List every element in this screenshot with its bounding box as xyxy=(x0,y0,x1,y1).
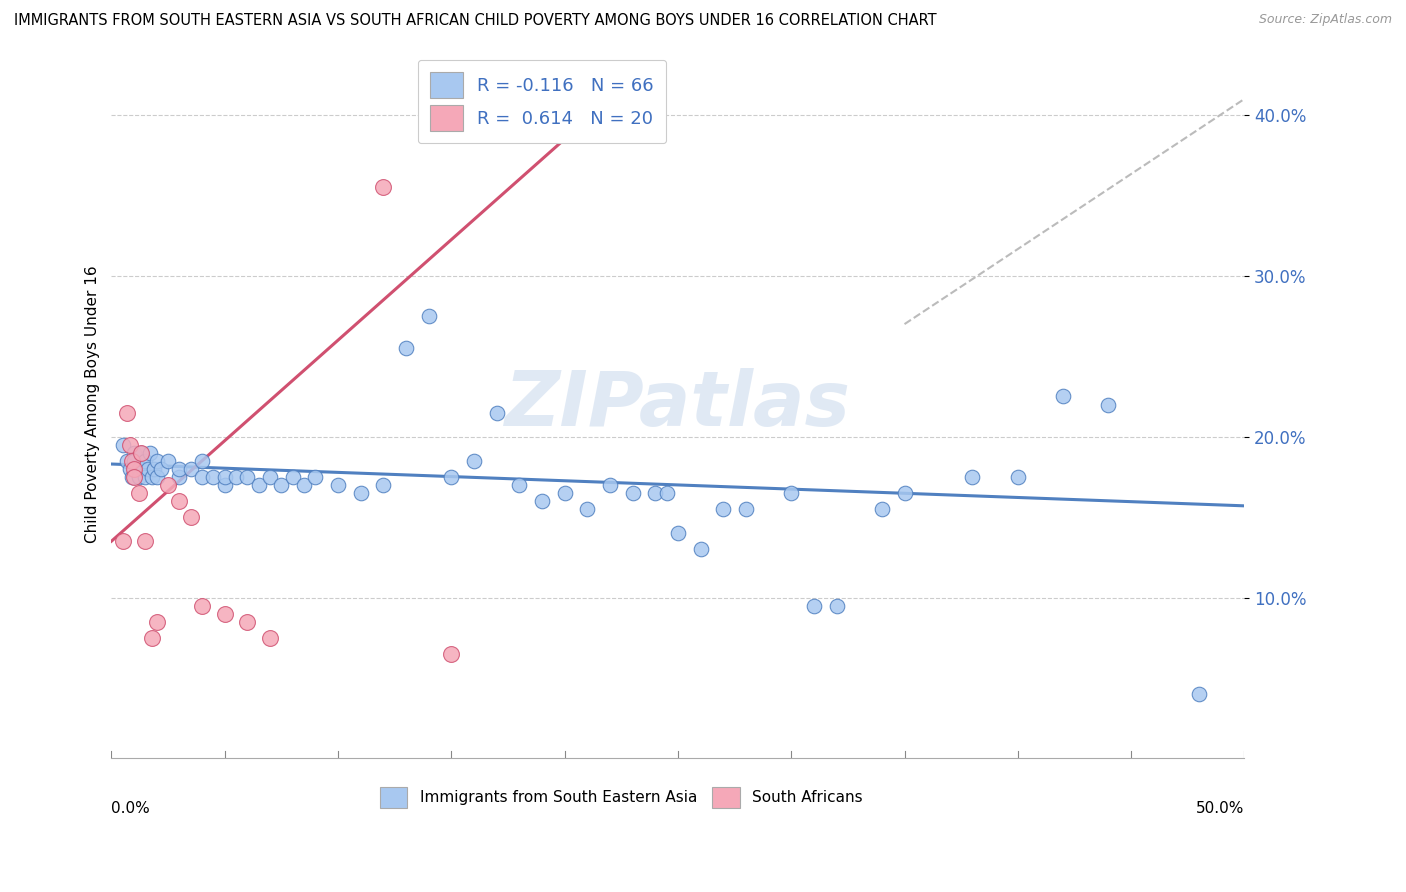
Point xyxy=(118,462,141,476)
Text: IMMIGRANTS FROM SOUTH EASTERN ASIA VS SOUTH AFRICAN CHILD POVERTY AMONG BOYS UND: IMMIGRANTS FROM SOUTH EASTERN ASIA VS SO… xyxy=(14,13,936,29)
Point xyxy=(117,406,139,420)
Point xyxy=(689,542,711,557)
Point xyxy=(134,470,156,484)
Point xyxy=(236,615,259,629)
Point xyxy=(530,494,553,508)
Text: ZIPatlas: ZIPatlas xyxy=(505,368,851,442)
Point xyxy=(870,502,893,516)
Point xyxy=(111,438,134,452)
Point xyxy=(136,462,159,476)
Point xyxy=(225,470,247,484)
Point xyxy=(962,470,984,484)
Point xyxy=(129,446,152,460)
Point xyxy=(141,631,163,645)
Point xyxy=(122,446,145,460)
Point xyxy=(463,454,485,468)
Point xyxy=(576,502,599,516)
Point xyxy=(122,470,145,484)
Point xyxy=(599,478,621,492)
Point xyxy=(121,454,143,468)
Point xyxy=(122,462,145,476)
Legend: Immigrants from South Eastern Asia, South Africans: Immigrants from South Eastern Asia, Sout… xyxy=(374,780,869,814)
Point xyxy=(129,446,152,460)
Point xyxy=(191,470,214,484)
Point xyxy=(214,607,236,621)
Point xyxy=(132,462,155,476)
Point xyxy=(711,502,734,516)
Point xyxy=(803,599,825,613)
Point xyxy=(214,470,236,484)
Point xyxy=(554,486,576,500)
Point xyxy=(247,478,270,492)
Point xyxy=(202,470,225,484)
Point xyxy=(117,454,139,468)
Point xyxy=(259,631,281,645)
Point xyxy=(395,341,418,355)
Point xyxy=(440,647,463,661)
Point xyxy=(373,478,395,492)
Point xyxy=(1097,397,1119,411)
Point xyxy=(122,454,145,468)
Point xyxy=(139,446,162,460)
Point xyxy=(128,470,150,484)
Point xyxy=(1052,389,1074,403)
Point xyxy=(485,406,508,420)
Point xyxy=(143,462,166,476)
Point xyxy=(1188,687,1211,701)
Point xyxy=(418,309,440,323)
Point xyxy=(121,470,143,484)
Point xyxy=(111,534,134,549)
Point xyxy=(1007,470,1029,484)
Point xyxy=(508,478,530,492)
Text: 0.0%: 0.0% xyxy=(111,801,150,816)
Point xyxy=(214,478,236,492)
Point xyxy=(270,478,292,492)
Point xyxy=(118,438,141,452)
Point xyxy=(292,478,315,492)
Point xyxy=(281,470,304,484)
Point xyxy=(259,470,281,484)
Text: Source: ZipAtlas.com: Source: ZipAtlas.com xyxy=(1258,13,1392,27)
Point xyxy=(621,486,644,500)
Text: 50.0%: 50.0% xyxy=(1197,801,1244,816)
Point xyxy=(128,462,150,476)
Point xyxy=(825,599,848,613)
Point xyxy=(350,486,373,500)
Point xyxy=(180,462,202,476)
Point xyxy=(735,502,758,516)
Point xyxy=(169,470,191,484)
Point xyxy=(655,486,678,500)
Point xyxy=(191,599,214,613)
Point xyxy=(134,534,156,549)
Point xyxy=(326,478,349,492)
Point xyxy=(373,180,395,194)
Point xyxy=(893,486,915,500)
Point xyxy=(128,486,150,500)
Point xyxy=(236,470,259,484)
Point xyxy=(644,486,666,500)
Point xyxy=(134,454,156,468)
Point xyxy=(169,462,191,476)
Point xyxy=(157,478,180,492)
Point xyxy=(191,454,214,468)
Point xyxy=(145,454,167,468)
Point xyxy=(145,615,167,629)
Point xyxy=(666,526,689,541)
Point xyxy=(141,470,163,484)
Point xyxy=(150,462,173,476)
Point xyxy=(145,470,167,484)
Y-axis label: Child Poverty Among Boys Under 16: Child Poverty Among Boys Under 16 xyxy=(86,266,100,543)
Point xyxy=(180,510,202,524)
Point xyxy=(169,494,191,508)
Point xyxy=(304,470,326,484)
Point xyxy=(157,454,180,468)
Point xyxy=(780,486,803,500)
Point xyxy=(440,470,463,484)
